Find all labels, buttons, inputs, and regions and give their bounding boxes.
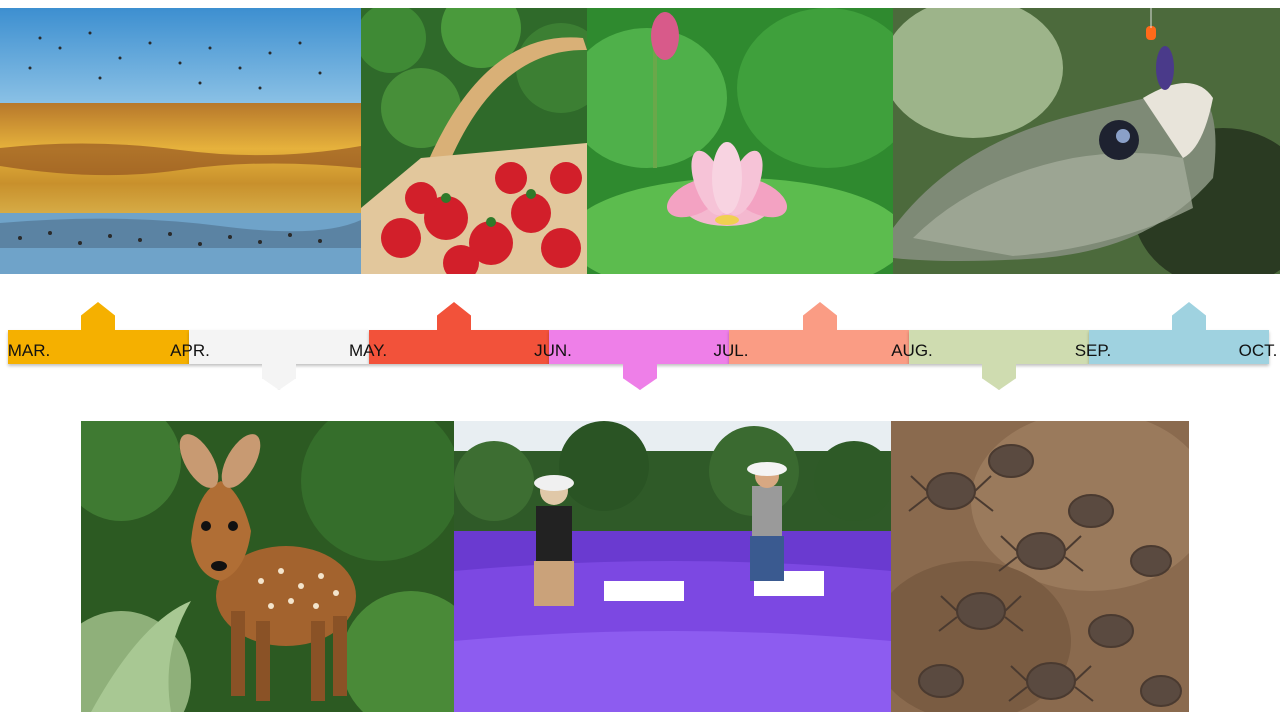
marker-up-mar-apr xyxy=(81,302,115,332)
marker-down-jun-jul xyxy=(623,364,657,390)
segment-apr-may xyxy=(189,330,369,364)
month-label-apr: APR. xyxy=(170,341,210,360)
timeline: MAR. APR. MAY. JUN. JUL. AUG. SEP. OCT. xyxy=(0,296,1280,396)
photo-lotus-flower xyxy=(587,8,893,274)
photo-bass-fish xyxy=(893,8,1280,274)
marker-down-apr-may xyxy=(262,364,296,390)
photo-crabs xyxy=(891,421,1189,712)
segment-aug-sep xyxy=(909,330,1089,364)
segment-jul-aug xyxy=(729,330,909,364)
segment-sep-oct xyxy=(1089,330,1269,364)
photo-lavender-harvest xyxy=(454,421,891,712)
photo-fawn-deer xyxy=(81,421,454,712)
segment-jun-jul xyxy=(549,330,729,364)
segment-mar-apr xyxy=(8,330,189,364)
month-label-sep: SEP. xyxy=(1074,341,1112,360)
month-label-mar: MAR. xyxy=(7,341,51,360)
marker-up-jul-aug xyxy=(803,302,837,332)
month-label-aug: AUG. xyxy=(891,341,933,360)
marker-up-sep-oct xyxy=(1172,302,1206,332)
marker-up-may-jun xyxy=(437,302,471,332)
photo-wetland-birds xyxy=(0,8,361,274)
month-label-may: MAY. xyxy=(348,341,388,360)
month-label-oct: OCT. xyxy=(1238,341,1278,360)
month-label-jun: JUN. xyxy=(534,341,572,360)
photo-strawberry-basket xyxy=(361,8,587,274)
marker-down-aug-sep xyxy=(982,364,1016,390)
month-label-jul: JUL. xyxy=(713,341,749,360)
segment-may-jun xyxy=(369,330,549,364)
